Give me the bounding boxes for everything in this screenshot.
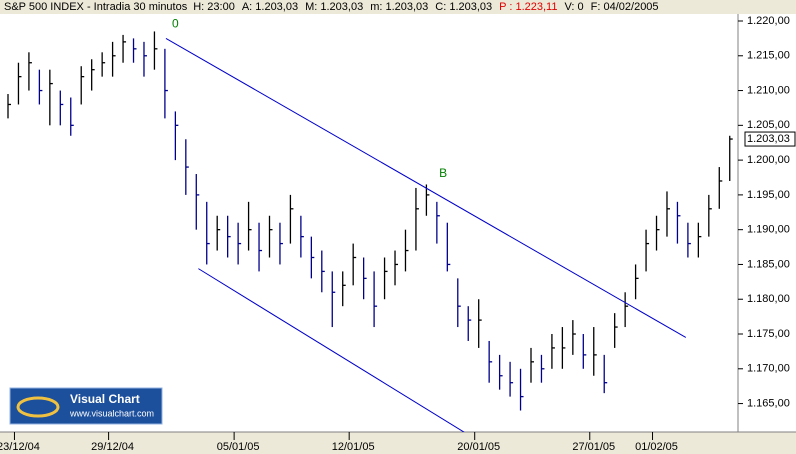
trendline [165,37,687,338]
last-price-box [744,131,796,147]
header-field: F: 04/02/2005 [591,1,659,13]
y-tick-label: 1.205,00 [747,119,790,131]
plot [7,31,733,432]
logo: Visual Chart www.visualchart.com [9,387,163,425]
logo-icon [16,396,60,418]
x-tick-label: 27/01/05 [572,441,615,453]
annotation: B [439,166,447,180]
annotation: 0 [172,17,179,31]
y-tick-label: 1.200,00 [747,154,790,166]
logo-name: Visual Chart [70,392,140,406]
y-tick-label: 1.210,00 [747,84,790,96]
logo-box [9,387,163,425]
y-axis-area [738,14,796,432]
y-tick-label: 1.190,00 [747,224,790,236]
header-field: M: 1.203,03 [305,1,363,13]
x-tick-label: 05/01/05 [217,441,260,453]
x-axis-bar [0,432,796,454]
y-tick-label: 1.175,00 [747,328,790,340]
x-tick-label: 01/02/05 [635,441,678,453]
y-tick-label: 1.170,00 [747,363,790,375]
header-field: H: 23:00 [193,1,235,13]
x-tick-label: 23/12/04 [0,441,40,453]
y-tick-label: 1.165,00 [747,397,790,409]
last-price-label: 1.203,03 [747,133,790,145]
y-tick-label: 1.180,00 [747,293,790,305]
header-bar [0,0,796,14]
trendline [198,268,465,432]
x-tick-label: 29/12/04 [91,441,134,453]
chart-title: S&P 500 INDEX - Intradia 30 minutos [4,1,188,13]
header-field: m: 1.203,03 [370,1,428,13]
y-tick-label: 1.215,00 [747,50,790,62]
y-tick-label: 1.220,00 [747,15,790,27]
y-tick-label: 1.195,00 [747,189,790,201]
header-field: V: 0 [564,1,583,13]
header-field: A: 1.203,03 [242,1,298,13]
x-tick-label: 12/01/05 [332,441,375,453]
header-field: P : 1.223,11 [499,1,557,13]
logo-url: www.visualchart.com [69,408,154,418]
header-field: C: 1.203,03 [435,1,492,13]
y-tick-label: 1.185,00 [747,258,790,270]
x-tick-label: 20/01/05 [457,441,500,453]
